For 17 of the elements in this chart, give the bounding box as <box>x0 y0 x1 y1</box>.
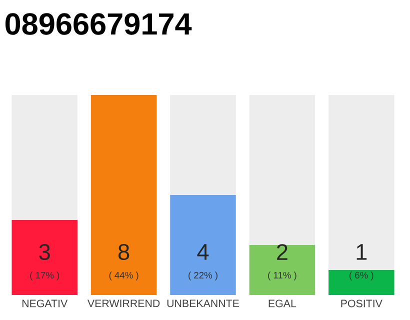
x-tick-label: EGAL <box>268 300 296 308</box>
x-tick-label: VERWIRREND <box>87 300 160 308</box>
bar <box>328 270 394 295</box>
data-label: 8 <box>118 244 130 260</box>
chart-title: 08966679174 <box>5 13 192 35</box>
data-label: 3 <box>39 244 50 260</box>
annotation: ( 11% ) <box>268 272 296 280</box>
data-label: 1 <box>356 244 367 260</box>
x-tick-label: UNBEKANNTE <box>167 300 239 308</box>
x-tick-label: POSITIV <box>341 300 382 308</box>
annotation: ( 17% ) <box>30 272 60 280</box>
x-tick-label: NEGATIV <box>22 300 68 308</box>
annotation: ( 44% ) <box>109 272 138 280</box>
data-label: 2 <box>277 244 288 260</box>
data-label: 4 <box>197 244 209 260</box>
annotation: ( 6% ) <box>350 272 374 280</box>
annotation: ( 22% ) <box>188 272 218 280</box>
